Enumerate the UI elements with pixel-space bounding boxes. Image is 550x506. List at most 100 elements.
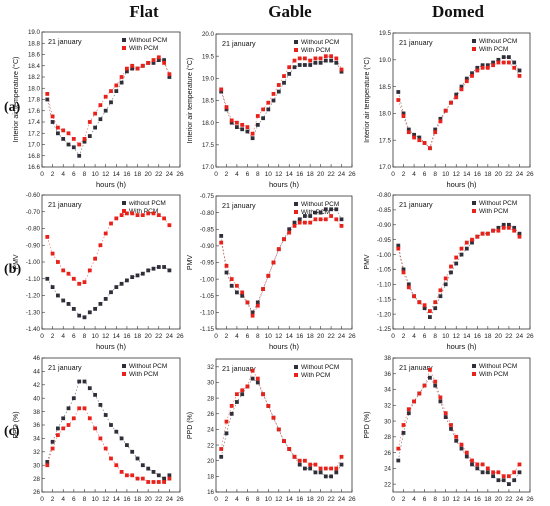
data-point bbox=[162, 58, 166, 62]
chart-annotation: 21 january bbox=[399, 363, 433, 372]
data-point bbox=[318, 56, 323, 61]
y-tick-label: -1.05 bbox=[377, 267, 392, 274]
x-tick-label: 12 bbox=[453, 171, 461, 178]
data-point bbox=[297, 458, 302, 463]
data-point bbox=[303, 220, 307, 225]
x-tick-label: 6 bbox=[246, 496, 250, 503]
data-point bbox=[323, 466, 328, 471]
data-point bbox=[130, 63, 135, 68]
y-tick-label: 17.5 bbox=[202, 142, 215, 149]
x-tick-label: 0 bbox=[40, 171, 44, 178]
data-point bbox=[459, 446, 464, 451]
data-point bbox=[334, 466, 339, 471]
data-point bbox=[61, 426, 66, 431]
data-point bbox=[449, 100, 453, 105]
data-point bbox=[517, 462, 522, 467]
data-point bbox=[464, 240, 469, 245]
data-point bbox=[491, 60, 495, 65]
data-point bbox=[219, 447, 224, 451]
data-point bbox=[282, 74, 286, 78]
x-tick-label: 16 bbox=[296, 496, 304, 503]
data-point bbox=[496, 225, 501, 230]
x-tick-label: 18 bbox=[134, 496, 142, 503]
data-point bbox=[422, 141, 427, 145]
y-axis-label: Interior air temperature (°C) bbox=[186, 58, 194, 144]
x-tick-label: 22 bbox=[155, 171, 163, 178]
chart-c-domed: 0 2 4 6 8 10 12 14 16 18 20 22 24 2622242628303234363… bbox=[364, 355, 534, 506]
data-point bbox=[313, 462, 318, 467]
series-line bbox=[398, 227, 520, 312]
data-point bbox=[406, 130, 411, 135]
data-point bbox=[449, 264, 453, 269]
data-point bbox=[396, 246, 401, 251]
data-point bbox=[240, 293, 245, 298]
data-point bbox=[156, 480, 161, 484]
x-tick-label: 20 bbox=[145, 496, 153, 503]
chart-annotation: 21 january bbox=[222, 201, 256, 210]
x-axis-label: hours (h) bbox=[96, 180, 127, 189]
y-tick-label: -1.25 bbox=[377, 326, 392, 333]
data-point bbox=[146, 480, 151, 484]
data-point bbox=[401, 431, 406, 435]
data-point bbox=[119, 436, 124, 441]
data-point bbox=[98, 436, 103, 441]
data-point bbox=[71, 416, 76, 421]
x-tick-label: 4 bbox=[235, 171, 239, 178]
x-tick-label: 14 bbox=[113, 333, 121, 340]
data-point bbox=[480, 462, 485, 467]
data-point bbox=[422, 303, 427, 308]
x-tick-label: 18 bbox=[134, 171, 142, 178]
data-point bbox=[339, 224, 344, 228]
y-tick-label: 19.0 bbox=[28, 29, 41, 36]
data-point bbox=[109, 290, 113, 295]
y-tick-label: 17.0 bbox=[28, 142, 41, 149]
data-point bbox=[454, 95, 459, 100]
x-tick-label: 12 bbox=[102, 171, 110, 178]
data-point bbox=[507, 225, 511, 230]
data-point bbox=[323, 474, 328, 479]
series-line bbox=[47, 56, 170, 145]
x-tick-label: 2 bbox=[225, 171, 229, 178]
data-point bbox=[297, 217, 302, 222]
x-tick-label: 12 bbox=[453, 496, 461, 503]
x-tick-label: 12 bbox=[102, 496, 110, 503]
data-point bbox=[512, 478, 517, 483]
data-point bbox=[464, 79, 469, 84]
data-point bbox=[491, 470, 495, 475]
x-tick-label: 14 bbox=[463, 333, 471, 340]
data-point bbox=[454, 434, 459, 439]
y-tick-label: 18.4 bbox=[28, 63, 41, 70]
data-point bbox=[109, 423, 113, 427]
y-tick-label: 38 bbox=[384, 355, 391, 362]
data-point bbox=[282, 80, 286, 85]
data-point bbox=[87, 134, 92, 138]
x-tick-label: 24 bbox=[516, 171, 524, 178]
chart-a-flat: 0 2 4 6 8 10 12 14 16 18 20 22 24 2616.616.817.017.21… bbox=[12, 29, 184, 189]
y-tick-label: -0.70 bbox=[26, 209, 41, 216]
data-point bbox=[151, 470, 156, 474]
data-point bbox=[303, 214, 307, 218]
data-point bbox=[103, 297, 108, 301]
data-point bbox=[428, 309, 432, 313]
data-point bbox=[219, 240, 224, 245]
data-point bbox=[287, 65, 292, 70]
data-point bbox=[276, 427, 281, 432]
data-point bbox=[480, 65, 485, 70]
data-point bbox=[93, 256, 97, 261]
x-tick-label: 12 bbox=[102, 333, 110, 340]
x-tick-label: 22 bbox=[505, 333, 513, 340]
data-point bbox=[438, 395, 443, 400]
plot-frame bbox=[215, 358, 353, 493]
data-point bbox=[240, 392, 245, 397]
y-tick-label: 19.0 bbox=[202, 76, 215, 83]
x-tick-label: 8 bbox=[83, 171, 87, 178]
x-tick-label: 16 bbox=[123, 496, 131, 503]
plot-frame bbox=[392, 357, 531, 493]
x-tick-label: 0 bbox=[391, 171, 395, 178]
y-tick-label: -1.00 bbox=[377, 252, 392, 259]
data-point bbox=[224, 431, 229, 436]
data-point bbox=[443, 415, 448, 419]
x-tick-label: 10 bbox=[265, 333, 273, 340]
data-point bbox=[401, 111, 406, 116]
data-point bbox=[417, 391, 422, 396]
